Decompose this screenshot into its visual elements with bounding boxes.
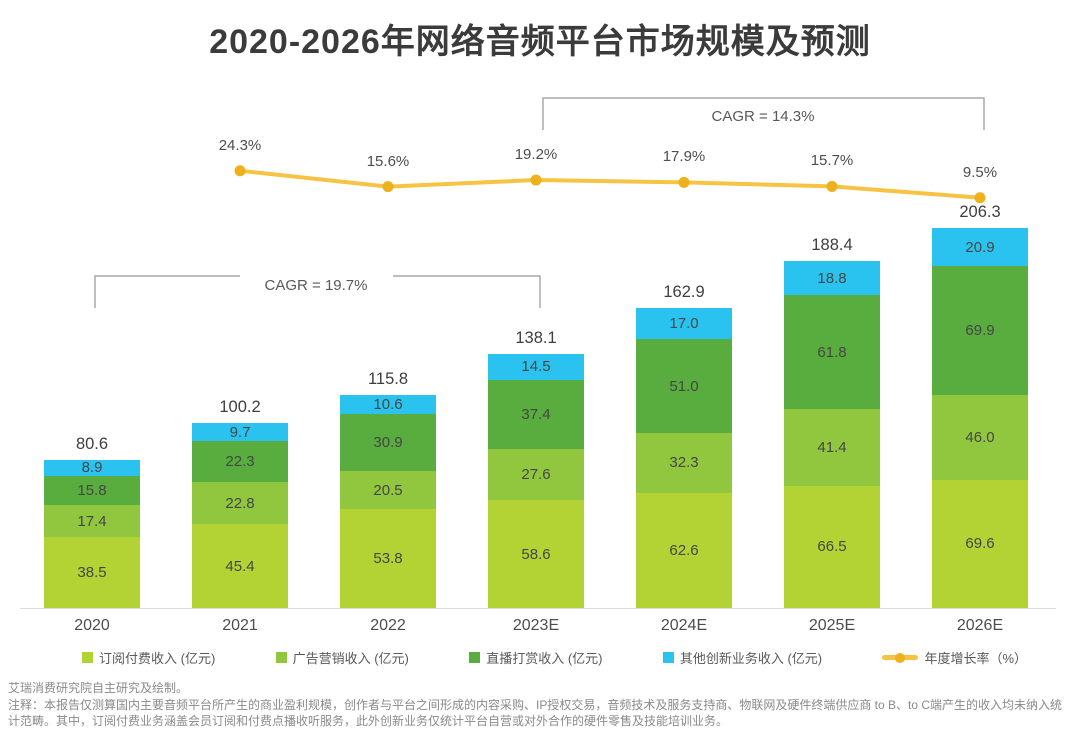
bar-segment-2026E-s2: 69.9 — [932, 266, 1028, 396]
bar-segment-2021-s2: 22.3 — [192, 441, 288, 483]
legend-line-swatch-icon — [882, 652, 919, 663]
cagr-label-left: CAGR = 19.7% — [231, 277, 401, 294]
bar-segment-2024E-s2: 51.0 — [636, 339, 732, 434]
bar-segment-2025E-s0: 66.5 — [784, 485, 880, 608]
growth-label-2024E: 17.9% — [662, 148, 706, 166]
bar-total-label-2021: 100.2 — [219, 398, 261, 417]
growth-line — [238, 168, 982, 200]
bar-segment-2026E-s1: 46.0 — [932, 395, 1028, 480]
x-axis-label-2024E: 2024E — [660, 617, 708, 634]
bar-segment-2025E-s2: 61.8 — [784, 295, 880, 410]
bar-total-label-2023E: 138.1 — [515, 328, 557, 347]
page-title: 2020-2026年网络音频平台市场规模及预测 — [209, 23, 871, 61]
cagr-label-right: CAGR = 14.3% — [678, 108, 848, 125]
legend-label: 广告营销收入 (亿元) — [292, 651, 409, 666]
bar-segment-2024E-s1: 32.3 — [636, 433, 732, 493]
source-note: 艾瑞消费研究院自主研究及绘制。 — [8, 681, 189, 695]
bar-segment-2020-s3: 8.9 — [44, 459, 140, 476]
bar-segment-2020-s0: 38.5 — [44, 537, 140, 608]
growth-point-2026E — [974, 192, 986, 204]
legend-label: 年度增长率（%） — [924, 651, 1027, 666]
bar-segment-2025E-s3: 18.8 — [784, 260, 880, 296]
growth-point-2022 — [382, 181, 394, 193]
bar-segment-2021-s1: 22.8 — [192, 482, 288, 525]
bar-total-label-2026E: 206.3 — [959, 202, 1001, 221]
growth-label-2025E: 15.7% — [810, 152, 854, 170]
bar-segment-2023E-s0: 58.6 — [488, 500, 584, 608]
bar-segment-2026E-s0: 69.6 — [932, 479, 1028, 608]
bar-segment-2023E-s3: 14.5 — [488, 353, 584, 381]
bar-segment-2022-s0: 53.8 — [340, 508, 436, 608]
bar-segment-2022-s2: 30.9 — [340, 414, 436, 472]
legend-label: 其他创新业务收入 (亿元) — [679, 651, 823, 666]
chart-footer: 艾瑞消费研究院自主研究及绘制。 注释：本报告仅测算国内主要音频平台所产生的商业盈… — [8, 680, 1072, 729]
legend-label: 订阅付费收入 (亿元) — [99, 651, 216, 666]
legend-line-dot-icon — [895, 652, 906, 663]
growth-point-2023E — [530, 174, 542, 186]
bar-segment-2024E-s3: 17.0 — [636, 307, 732, 340]
x-axis-label-2023E: 2023E — [512, 617, 560, 634]
bar-segment-2022-s3: 10.6 — [340, 394, 436, 415]
growth-label-2026E: 9.5% — [962, 163, 998, 181]
bar-total-label-2020: 80.6 — [75, 434, 109, 453]
legend-item-series-3: 其他创新业务收入 (亿元) — [662, 648, 823, 667]
bar-segment-2021-s0: 45.4 — [192, 524, 288, 608]
footnote-text: 注释：本报告仅测算国内主要音频平台所产生的商业盈利规模，创作者与平台之间形成的内… — [8, 698, 1063, 728]
legend-swatch-icon — [82, 652, 93, 663]
growth-point-2025E — [826, 180, 838, 192]
bar-total-label-2022: 115.8 — [367, 369, 409, 388]
legend-item-series-1: 广告营销收入 (亿元) — [275, 648, 409, 667]
growth-label-2021: 24.3% — [218, 136, 262, 154]
bar-total-label-2025E: 188.4 — [811, 235, 853, 254]
legend-swatch-icon — [275, 652, 287, 663]
growth-point-2024E — [678, 176, 690, 188]
legend-item-growth-line: 年度增长率（%） — [882, 648, 1027, 667]
bar-segment-2022-s1: 20.5 — [340, 471, 436, 509]
growth-point-2021 — [234, 165, 246, 177]
cagr-bracket — [94, 275, 240, 308]
legend-item-series-2: 直播打赏收入 (亿元) — [469, 648, 603, 667]
bar-segment-2023E-s1: 27.6 — [488, 449, 584, 501]
x-axis-label-2020: 2020 — [74, 617, 110, 634]
legend-label: 直播打赏收入 (亿元) — [486, 651, 603, 666]
x-axis-label-2026E: 2026E — [956, 617, 1004, 634]
legend-swatch-icon — [662, 652, 674, 663]
cagr-bracket — [393, 275, 541, 308]
bar-segment-2026E-s3: 20.9 — [932, 227, 1028, 267]
x-axis-label-2025E: 2025E — [808, 617, 856, 634]
bar-segment-2020-s2: 15.8 — [44, 475, 140, 506]
growth-label-2022: 15.6% — [366, 152, 410, 170]
bar-segment-2021-s3: 9.7 — [192, 423, 288, 442]
bar-segment-2023E-s2: 37.4 — [488, 380, 584, 450]
legend-swatch-icon — [469, 652, 481, 663]
x-axis-line — [20, 608, 1056, 609]
bar-segment-2025E-s1: 41.4 — [784, 409, 880, 486]
bar-total-label-2024E: 162.9 — [663, 282, 705, 301]
chart-legend: 订阅付费收入 (亿元) 广告营销收入 (亿元) 直播打赏收入 (亿元) 其他创新业务收… — [82, 648, 1027, 667]
x-axis-label-2022: 2022 — [370, 617, 406, 634]
bar-segment-2024E-s0: 62.6 — [636, 492, 732, 608]
legend-item-series-0: 订阅付费收入 (亿元) — [82, 648, 215, 667]
bar-segment-2020-s1: 17.4 — [44, 505, 140, 538]
growth-label-2023E: 19.2% — [514, 146, 558, 164]
x-axis-label-2021: 2021 — [222, 617, 258, 634]
